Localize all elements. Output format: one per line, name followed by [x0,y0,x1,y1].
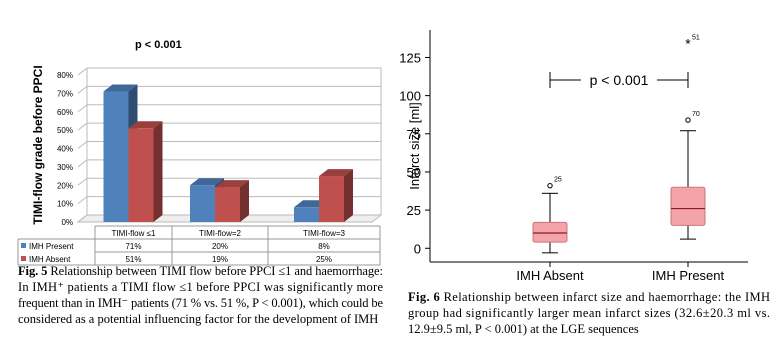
grid-line [77,177,381,186]
caption-text: considered as a potential influencing fa… [18,312,378,326]
caption-line: In IMH⁺ patients a TIMI flow ≤1 before P… [18,280,383,294]
grid-line [77,214,381,223]
x-tick-label: TIMI-flow ≤1 [112,229,157,238]
y-axis-title: Infarct size [ml] [407,102,422,189]
grid-line [77,67,381,76]
table-value: 71% [125,242,141,251]
caption-line: group had significantly larger mean infa… [408,306,770,320]
caption-line: 12.9±9.5 ml, P < 0.001) at the LGE seque… [408,322,639,336]
table-value: 51% [125,255,141,264]
y-tick-label: 75 [407,127,421,142]
bar-front [128,128,154,222]
table-value: 8% [318,242,330,251]
caption-text: frequent than in IMH⁻ patients (71 % vs.… [18,296,383,310]
caption-label: Fig. 5 [18,264,47,278]
y-axis-title: TIMI-flow grade before PPCI [31,65,45,224]
bar-top [319,169,353,177]
bar-top [190,178,224,186]
grid-line [77,85,381,94]
bar-front [319,176,344,222]
x-tick-label: TIMI-flow=3 [303,229,346,238]
table-value: 20% [212,242,228,251]
x-tick-label: IMH Present [652,268,725,283]
caption-line: Fig. 6 Relationship between infarct size… [408,290,770,304]
annotation: p < 0.001 [590,72,649,88]
chart-title: p < 0.001 [135,39,182,51]
grid-line [77,141,381,149]
bar-top [128,121,163,129]
caption-line: frequent than in IMH⁻ patients (71 % vs.… [18,296,383,310]
bar [319,169,353,222]
y-tick-label: 50 [407,165,421,180]
y-tick-label: 50% [57,126,73,135]
grid-line [77,104,381,113]
caption-text: Relationship between TIMI flow before PP… [50,264,383,278]
y-tick-label: 30% [57,163,73,172]
bar-top [215,180,249,188]
x-tick-label: TIMI-flow=2 [199,229,242,238]
y-tick-label: 25 [407,203,421,218]
legend-label: IMH Absent [29,255,71,264]
table-value: 19% [212,255,228,264]
y-tick-label: 0 [414,241,421,256]
y-tick-label: 60% [57,108,73,117]
legend-label: IMH Present [29,242,74,251]
y-tick-label: 0% [61,218,73,227]
caption-line: Fig. 5 Relationship between TIMI flow be… [18,264,383,278]
y-tick-label: 100 [399,89,421,104]
y-tick-label: 125 [399,50,421,65]
box [532,221,568,243]
bar-front [294,207,319,222]
y-tick-label: 10% [57,200,73,209]
bar-side [344,169,353,222]
caption-label: Fig. 6 [408,290,440,304]
grid-line [77,159,381,168]
caption-text: Relationship between infarct size and ha… [444,290,770,304]
caption-line: considered as a potential influencing fa… [18,312,378,326]
outlier-label: 25 [554,177,562,184]
legend-swatch [21,256,26,261]
bar-top [103,84,138,92]
annotation-bg [581,71,657,89]
caption-text: In IMH⁺ patients a TIMI flow ≤1 before P… [18,280,383,294]
outlier-label: 70 [692,111,700,118]
bar-front [215,187,240,222]
caption-text: group had significantly larger mean infa… [408,306,770,320]
bar-side [153,121,163,222]
bar-front [103,91,129,222]
outlier [547,182,553,189]
y-tick-label: 40% [57,145,73,154]
bar [215,180,249,222]
grid-line [77,196,381,205]
bar-side [240,180,249,222]
bar [128,121,163,222]
legend-swatch [21,243,26,248]
y-tick-label: 80% [57,71,73,80]
outlier [685,117,691,123]
box [670,186,706,226]
grid-line [77,122,381,131]
y-tick-label: 70% [57,89,73,98]
bar-front [190,185,215,222]
caption-text: 12.9±9.5 ml, P < 0.001) at the LGE seque… [408,322,639,336]
y-tick-label: 20% [57,181,73,190]
outlier: * [685,36,691,52]
table-value: 25% [316,255,332,264]
outlier-label: 51 [692,35,700,42]
x-tick-label: IMH Absent [516,268,584,283]
